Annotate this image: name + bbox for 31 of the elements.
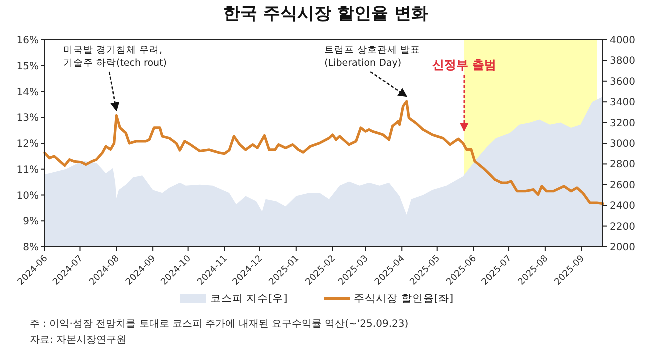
y2-tick-label: 3600 <box>610 76 636 88</box>
annotation: 트럼프 상호관세 발표 (Liberation Day) <box>324 45 421 69</box>
y-tick-label: 15% <box>16 61 39 72</box>
y-tick-label: 9% <box>23 216 39 228</box>
annotation: 미국발 경기침체 우려, 기술주 하락(tech rout) <box>63 45 168 69</box>
legend-label: 주식시장 할인율[좌] <box>354 293 454 305</box>
y2-tick-label: 2200 <box>610 222 636 233</box>
annotation: 미국발 경기침체 우려, 기술주 하락(tech rout) <box>64 45 168 112</box>
y-tick-label: 10% <box>16 190 39 202</box>
y2-tick-label: 2600 <box>610 180 636 192</box>
y-tick-label: 8% <box>23 242 39 254</box>
y2-tick-label: 2800 <box>610 160 636 171</box>
y-tick-label: 13% <box>16 113 39 124</box>
y-tick-label: 12% <box>16 139 39 150</box>
y2-tick-label: 3000 <box>610 139 636 150</box>
annotation: 트럼프 상호관세 발표 (Liberation Day) <box>324 45 421 98</box>
text: 자료: 자본시장연구원 <box>30 335 127 346</box>
y2-tick-label: 2400 <box>610 201 636 212</box>
legend-label: 코스피 지수[우] <box>210 293 288 305</box>
y2-tick-label: 3200 <box>610 118 636 130</box>
text: 주 : 이익·성장 전망치를 토대로 코스피 주가에 내재된 요구수익률 역산(~'25.09.23) <box>30 319 409 330</box>
y2-tick-label: 4000 <box>610 36 636 46</box>
y2-tick-label: 2000 <box>610 242 636 254</box>
y2-tick-label: 3800 <box>610 56 636 68</box>
y-tick-label: 14% <box>16 87 39 98</box>
line-series <box>44 100 604 206</box>
y2-tick-label: 3400 <box>610 98 636 109</box>
chart-title: 한국 주식시장 할인율 변화 <box>224 4 428 24</box>
y-tick-label: 11% <box>16 164 39 176</box>
y-tick-label: 16% <box>16 36 39 46</box>
band-label: 신정부 출범 <box>432 58 496 72</box>
